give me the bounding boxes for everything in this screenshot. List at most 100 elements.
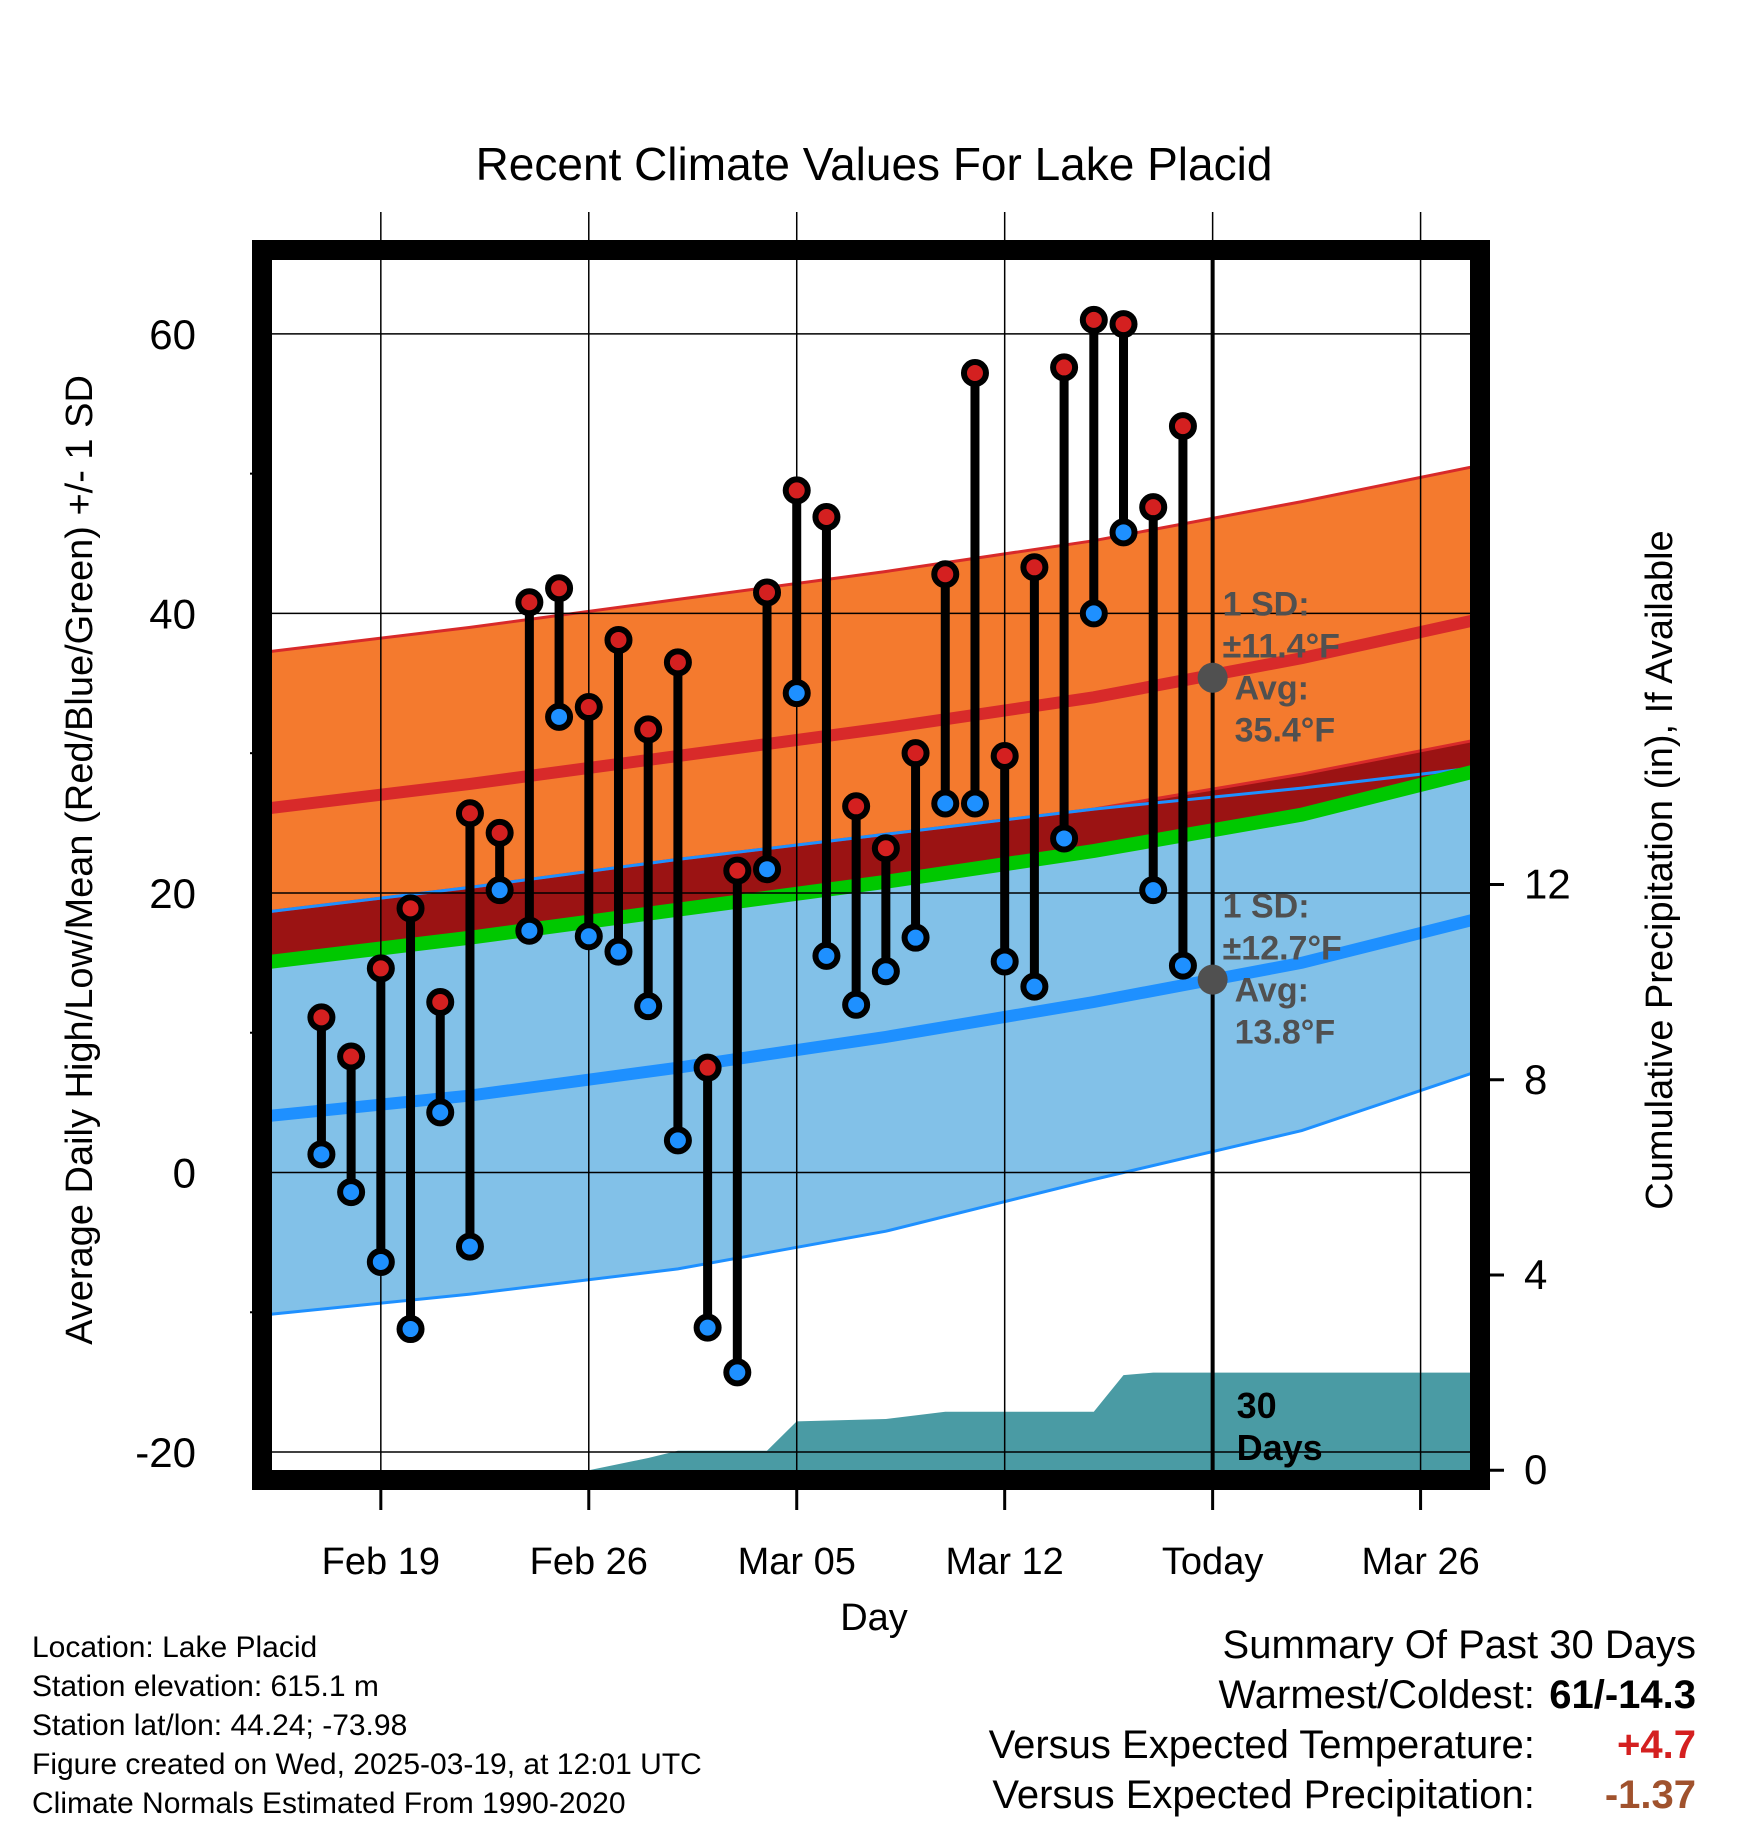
y2-tick-label: 0	[1524, 1446, 1547, 1493]
daily-high-point	[426, 987, 455, 1016]
daily-low-point	[693, 1313, 722, 1342]
temp-departure-row: Versus Expected Temperature: +4.7	[989, 1720, 1696, 1770]
daily-low-point	[366, 1247, 395, 1276]
daily-high-point	[871, 834, 900, 863]
y-tick-label: 60	[149, 311, 196, 358]
normals-text: Climate Normals Estimated From 1990-2020	[32, 1787, 626, 1820]
daily-low-point	[307, 1140, 336, 1169]
y2-tick-label: 4	[1524, 1251, 1547, 1298]
high-avg-value: 35.4°F	[1235, 712, 1336, 750]
daily-low-point	[455, 1232, 484, 1261]
daily-high-point	[1020, 553, 1049, 582]
daily-low-point	[812, 941, 841, 970]
x-tick-label: Mar 12	[946, 1541, 1064, 1583]
daily-low-point	[426, 1098, 455, 1127]
daily-high-point	[1109, 310, 1138, 339]
elevation-text: Station elevation: 615.1 m	[32, 1670, 379, 1703]
daily-high-point	[485, 818, 514, 847]
daily-low-point	[842, 990, 871, 1019]
low-avg-value: 13.8°F	[1235, 1014, 1336, 1052]
daily-high-point	[337, 1042, 366, 1071]
daily-low-point	[782, 679, 811, 708]
daily-high-point	[1050, 353, 1079, 382]
daily-high-point	[782, 476, 811, 505]
daily-high-point	[990, 741, 1019, 770]
high-sd-band	[262, 465, 1480, 913]
daily-low-point	[723, 1358, 752, 1387]
precip-departure-label: Versus Expected Precipitation:	[992, 1773, 1535, 1817]
warmest-coldest-value: 61/-14.3	[1549, 1673, 1696, 1717]
daily-low-point	[574, 922, 603, 951]
daily-low-point	[960, 789, 989, 818]
temp-departure-label: Versus Expected Temperature:	[988, 1723, 1535, 1767]
y-tick-label: 20	[149, 870, 196, 917]
x-tick-label: Feb 26	[530, 1541, 648, 1583]
high-sd-label: 1 SD:	[1223, 586, 1310, 624]
y-tick-label: -20	[135, 1429, 196, 1476]
low-sd-lower-line	[261, 1069, 1481, 1317]
daily-low-point	[753, 855, 782, 884]
y-tick-label: 40	[149, 590, 196, 637]
daily-low-point	[1139, 876, 1168, 905]
low-sd-value: ±12.7°F	[1223, 930, 1342, 968]
warmest-coldest-label: Warmest/Coldest:	[1218, 1673, 1535, 1717]
precip-departure-row: Versus Expected Precipitation: -1.37	[989, 1770, 1696, 1820]
created-text: Figure created on Wed, 2025-03-19, at 12…	[32, 1748, 702, 1781]
today-low-avg-marker	[1197, 964, 1228, 995]
y2-axis-label: Cumulative Precipitation (in), If Availa…	[1639, 530, 1681, 1209]
daily-low-point	[931, 789, 960, 818]
daily-high-point	[396, 894, 425, 923]
plot-frame	[252, 240, 1490, 1490]
daily-high-point	[1139, 493, 1168, 522]
daily-low-point	[634, 992, 663, 1021]
daily-low-point	[396, 1315, 425, 1344]
y-tick-label: 0	[173, 1150, 196, 1197]
latlon-text: Station lat/lon: 44.24; -73.98	[32, 1709, 408, 1742]
station-info: Location: Lake Placid Station elevation:…	[32, 1628, 702, 1823]
chart-title: Recent Climate Values For Lake Placid	[476, 138, 1273, 190]
daily-high-point	[753, 578, 782, 607]
daily-low-point	[337, 1178, 366, 1207]
daily-low-point	[1050, 824, 1079, 853]
x-axis-label: Day	[840, 1597, 908, 1639]
daily-high-point	[604, 625, 633, 654]
daily-high-point	[307, 1003, 336, 1032]
summary-panel: Summary Of Past 30 Days Warmest/Coldest:…	[989, 1620, 1696, 1820]
daily-high-point	[901, 739, 930, 768]
x-tick-label: Feb 19	[322, 1541, 440, 1583]
daily-high-point	[960, 359, 989, 387]
daily-low-point	[485, 876, 514, 905]
daily-high-point	[1168, 412, 1197, 441]
x-tick-label: Mar 26	[1361, 1541, 1479, 1583]
daily-low-point	[1020, 972, 1049, 1001]
daily-low-point	[1079, 599, 1108, 628]
daily-high-point	[663, 648, 692, 677]
precip-window-label: Days	[1237, 1427, 1323, 1468]
daily-high-point	[693, 1053, 722, 1082]
high-avg-line	[261, 613, 1482, 816]
daily-low-point	[901, 923, 930, 952]
daily-low-point	[1109, 518, 1138, 547]
band-overlap	[262, 739, 1480, 963]
temp-departure-value: +4.7	[1617, 1723, 1696, 1767]
daily-low-point	[990, 947, 1019, 976]
daily-high-point	[545, 574, 574, 603]
daily-high-point	[723, 856, 752, 885]
warmest-coldest-row: Warmest/Coldest: 61/-14.3	[989, 1670, 1697, 1720]
low-sd-label: 1 SD:	[1223, 888, 1310, 926]
location-text: Location: Lake Placid	[32, 1631, 318, 1664]
daily-high-point	[842, 792, 871, 821]
daily-high-point	[1079, 305, 1108, 334]
high-avg-label: Avg:	[1235, 670, 1309, 708]
daily-high-point	[634, 715, 663, 744]
precip-window-number: 30	[1237, 1385, 1277, 1426]
daily-high-point	[574, 693, 603, 722]
daily-low-point	[1168, 951, 1197, 980]
daily-high-point	[455, 799, 484, 828]
summary-title: Summary Of Past 30 Days	[1222, 1623, 1696, 1667]
daily-low-point	[545, 702, 574, 731]
precip-area	[262, 1372, 1480, 1480]
daily-high-point	[366, 954, 395, 983]
y-axis-label: Average Daily High/Low/Mean (Red/Blue/Gr…	[59, 375, 101, 1345]
